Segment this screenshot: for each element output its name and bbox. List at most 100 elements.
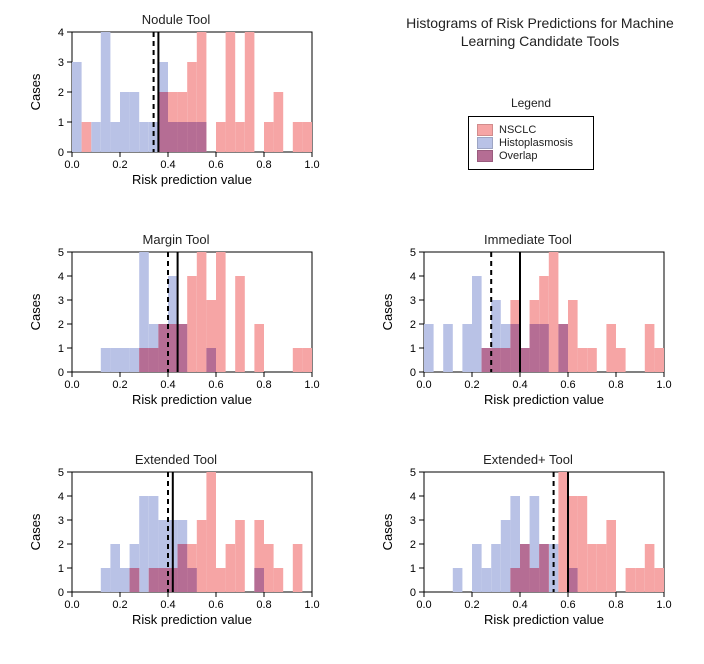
bar: [510, 568, 520, 592]
bar: [530, 568, 540, 592]
legend-label: Histoplasmosis: [499, 137, 573, 149]
bar: [130, 92, 140, 152]
svg-text:4: 4: [58, 491, 64, 503]
legend-swatch: [477, 137, 493, 149]
bar: [158, 92, 168, 152]
svg-text:0.0: 0.0: [64, 379, 79, 391]
bar: [168, 324, 178, 372]
svg-text:0.4: 0.4: [160, 159, 175, 171]
bar: [235, 122, 245, 152]
bar: [443, 324, 453, 372]
svg-text:4: 4: [410, 271, 416, 283]
bar: [197, 252, 207, 372]
legend-swatch: [477, 150, 493, 162]
svg-text:3: 3: [410, 515, 416, 527]
panel-svg: 0.00.20.40.60.81.0012345Risk prediction …: [380, 232, 676, 408]
svg-text:0.2: 0.2: [464, 379, 479, 391]
bar: [578, 496, 588, 592]
bar: [158, 568, 168, 592]
svg-text:0.8: 0.8: [608, 599, 623, 611]
chart-panel-nodule: Nodule Tool0.00.20.40.60.81.001234Risk p…: [28, 12, 324, 188]
bar: [293, 348, 303, 372]
panel-title: Immediate Tool: [380, 232, 676, 247]
svg-text:0.6: 0.6: [208, 599, 223, 611]
svg-text:1.0: 1.0: [304, 379, 319, 391]
svg-text:0.0: 0.0: [64, 599, 79, 611]
x-axis-label: Risk prediction value: [484, 612, 604, 627]
svg-text:1: 1: [410, 343, 416, 355]
x-axis-label: Risk prediction value: [132, 392, 252, 407]
bar: [274, 568, 284, 592]
panel-svg: 0.00.20.40.60.81.0012345Risk prediction …: [28, 232, 324, 408]
svg-text:4: 4: [58, 271, 64, 283]
y-axis-label: Cases: [380, 293, 395, 330]
bar: [139, 496, 149, 592]
svg-text:1.0: 1.0: [304, 599, 319, 611]
legend-row: Overlap: [477, 150, 573, 162]
svg-text:5: 5: [410, 247, 416, 259]
legend-row: Histoplasmosis: [477, 137, 573, 149]
bar: [568, 568, 578, 592]
panel-title: Nodule Tool: [28, 12, 324, 27]
bar: [520, 544, 530, 592]
bar: [235, 276, 245, 372]
bar: [101, 32, 111, 152]
svg-text:3: 3: [410, 295, 416, 307]
bar: [130, 348, 140, 372]
bar: [587, 348, 597, 372]
bar: [206, 348, 216, 372]
svg-text:5: 5: [410, 467, 416, 479]
panel-title: Extended Tool: [28, 452, 324, 467]
bar: [264, 122, 274, 152]
bar: [264, 544, 274, 592]
legend-label: Overlap: [499, 150, 538, 162]
bar: [274, 92, 284, 152]
svg-text:1: 1: [58, 117, 64, 129]
bar: [491, 544, 501, 592]
y-axis-label: Cases: [28, 73, 43, 110]
svg-text:0.6: 0.6: [560, 379, 575, 391]
bar: [178, 544, 188, 592]
bar: [178, 122, 188, 152]
bar: [187, 122, 197, 152]
x-axis-label: Risk prediction value: [484, 392, 604, 407]
bar: [216, 568, 226, 592]
bar: [72, 62, 82, 152]
bar: [91, 122, 101, 152]
bar: [549, 252, 559, 372]
chart-panel-immediate: Immediate Tool0.00.20.40.60.81.0012345Ri…: [380, 232, 676, 408]
bar: [245, 32, 255, 152]
svg-text:1.0: 1.0: [656, 599, 671, 611]
svg-text:0: 0: [58, 367, 64, 379]
svg-text:0: 0: [410, 587, 416, 599]
svg-text:1: 1: [58, 563, 64, 575]
svg-text:0.2: 0.2: [112, 379, 127, 391]
bar: [168, 122, 178, 152]
panel-svg: 0.00.20.40.60.81.0012345Risk prediction …: [28, 452, 324, 628]
bar: [197, 122, 207, 152]
svg-text:0.8: 0.8: [256, 379, 271, 391]
svg-text:0.4: 0.4: [512, 379, 527, 391]
svg-text:0.6: 0.6: [208, 159, 223, 171]
svg-text:3: 3: [58, 57, 64, 69]
bar: [578, 348, 588, 372]
y-axis-label: Cases: [380, 513, 395, 550]
bar: [501, 520, 511, 592]
panel-svg: 0.00.20.40.60.81.0012345Risk prediction …: [380, 452, 676, 628]
svg-text:0.6: 0.6: [560, 599, 575, 611]
bar: [158, 324, 168, 372]
chart-panel-extended: Extended Tool0.00.20.40.60.81.0012345Ris…: [28, 452, 324, 628]
bar: [226, 544, 236, 592]
y-axis-label: Cases: [28, 513, 43, 550]
bar: [616, 348, 626, 372]
svg-text:0.2: 0.2: [112, 599, 127, 611]
bar: [120, 568, 130, 592]
bar: [139, 348, 149, 372]
svg-text:0.0: 0.0: [64, 159, 79, 171]
svg-text:2: 2: [58, 539, 64, 551]
bar: [626, 568, 636, 592]
bar: [597, 544, 607, 592]
y-axis-label: Cases: [28, 293, 43, 330]
bar: [149, 568, 159, 592]
svg-text:2: 2: [410, 539, 416, 551]
